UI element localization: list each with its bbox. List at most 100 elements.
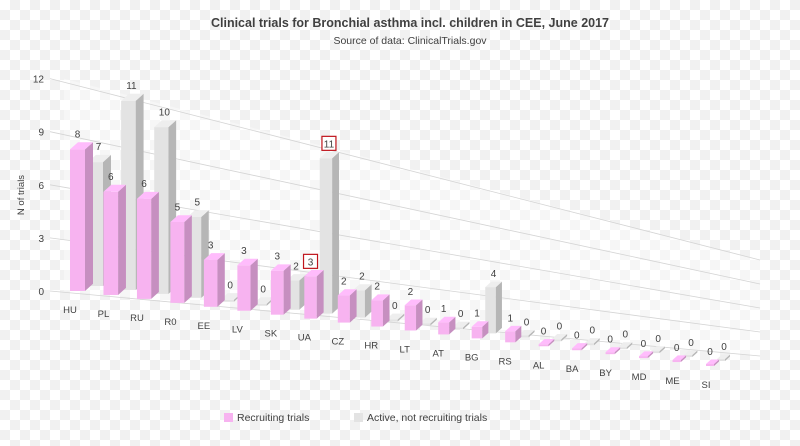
data-label: 2 — [374, 282, 380, 293]
bar-front — [270, 270, 284, 315]
data-label: 0 — [227, 280, 233, 291]
bar-active: 0 — [385, 301, 405, 322]
bar-top — [187, 210, 209, 217]
bar-front — [237, 265, 251, 311]
bar-side — [680, 355, 687, 363]
x-tick-label: BY — [599, 368, 612, 379]
bar-recruiting: 2 — [404, 287, 423, 331]
bar-top — [617, 342, 633, 348]
bar-side — [515, 325, 522, 343]
bar-front — [385, 319, 398, 322]
data-label: 1 — [507, 313, 513, 324]
bar-front — [617, 347, 627, 350]
bar-side — [332, 152, 340, 314]
legend-swatch-recruiting — [224, 413, 233, 422]
bar-side — [151, 191, 159, 299]
data-label: 7 — [96, 142, 102, 153]
x-axis-labels: HU PL RU R0 EE LV SK UA CZ HR LT AT BG RS AL BA BY MD ME SI — [63, 305, 710, 391]
bar-top — [121, 93, 144, 101]
bar-front — [639, 356, 648, 359]
bar-recruiting: 0 — [639, 339, 654, 359]
bar-active: 0 — [419, 305, 437, 326]
bar-front — [103, 191, 119, 295]
bar-side — [382, 294, 390, 327]
data-label: 11 — [126, 81, 137, 92]
x-tick-label: CZ — [331, 337, 344, 348]
bar-active: 0 — [617, 330, 633, 350]
data-label: 1 — [441, 304, 447, 315]
data-label: 4 — [491, 269, 497, 280]
data-label: 0 — [707, 347, 713, 358]
bar-front — [572, 348, 582, 351]
bar-front — [253, 303, 267, 306]
bar-top — [706, 359, 719, 364]
bar-side — [725, 354, 730, 361]
data-label: 10 — [159, 107, 171, 118]
bar-side — [647, 351, 654, 359]
bar-front — [650, 351, 660, 354]
bar-active: 0 — [452, 309, 470, 330]
y-tick-label: 0 — [38, 287, 44, 298]
bar-recruiting: 0 — [572, 331, 588, 351]
y-tick-label: 6 — [38, 181, 44, 192]
bar-front — [471, 326, 483, 339]
data-label: 0 — [622, 330, 628, 341]
x-tick-label: EE — [198, 321, 211, 332]
bar-top — [337, 289, 357, 296]
data-label: 6 — [108, 172, 114, 183]
data-label: 0 — [524, 317, 530, 328]
y-tick-label: 12 — [33, 75, 45, 86]
bar-front — [337, 295, 350, 323]
x-tick-label: HR — [364, 341, 378, 352]
bar-top — [584, 338, 600, 344]
bar-side — [283, 264, 291, 315]
bar-top — [505, 325, 522, 332]
data-label: 0 — [721, 342, 727, 353]
bar-recruiting: 6 — [136, 179, 159, 299]
data-label: 0 — [655, 334, 661, 345]
x-tick-label: AT — [432, 348, 444, 359]
data-label-highlight-box — [321, 135, 337, 151]
x-tick-label: MD — [632, 372, 647, 383]
bar-recruiting: 3 — [203, 240, 225, 307]
bar-top — [639, 351, 654, 357]
bar-top — [672, 355, 687, 361]
bar-top — [220, 293, 242, 300]
x-tick-label: BG — [465, 352, 479, 363]
bar-front — [584, 343, 595, 346]
data-label: 0 — [607, 335, 613, 346]
bar-front — [203, 259, 218, 307]
bar-recruiting: 0 — [538, 326, 555, 347]
bar-side — [594, 338, 600, 346]
bar-front — [371, 300, 383, 327]
bar-top — [717, 354, 730, 359]
bar-side — [118, 184, 126, 295]
x-tick-label: AL — [533, 360, 545, 371]
x-tick-label: BA — [566, 364, 579, 375]
bar-side — [495, 281, 502, 334]
bar-front — [683, 355, 693, 358]
data-label: 2 — [293, 261, 299, 272]
bar-active: 0 — [650, 334, 665, 354]
x-tick-label: HU — [63, 305, 77, 316]
bar-side — [548, 339, 555, 347]
bar-side — [416, 299, 423, 331]
bar-front — [605, 352, 615, 355]
data-label: 11 — [324, 139, 335, 150]
bar-top — [170, 215, 192, 222]
y-tick-label: 9 — [38, 128, 44, 139]
y-tick-label: 3 — [38, 234, 44, 245]
data-label: 0 — [458, 309, 464, 320]
bar-side — [316, 270, 324, 319]
bar-top — [419, 317, 437, 324]
bar-side — [250, 258, 258, 311]
x-tick-label: PL — [98, 309, 110, 320]
bar-top — [471, 321, 489, 327]
bar-side — [626, 342, 633, 350]
bar-side — [85, 142, 93, 291]
bar-active: 0 — [683, 338, 698, 358]
bar-top — [485, 281, 502, 288]
gridline — [49, 78, 761, 261]
bar-side — [184, 215, 192, 303]
